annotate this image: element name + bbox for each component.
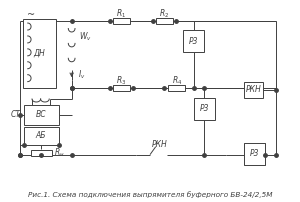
Bar (31, 150, 52, 156)
Bar (244, 82, 263, 98)
Text: $R_3$: $R_3$ (116, 75, 127, 87)
Bar (24, 105, 59, 125)
Bar (183, 31, 205, 52)
Text: ДН: ДН (33, 49, 45, 58)
Text: АБ: АБ (36, 131, 46, 140)
Text: СТ: СТ (11, 110, 20, 119)
Text: $R_н$: $R_н$ (55, 146, 65, 159)
Bar (113, 18, 130, 24)
Text: $R_1$: $R_1$ (116, 7, 126, 20)
Bar (23, 19, 56, 88)
Text: P3: P3 (200, 104, 209, 114)
Text: РКН: РКН (152, 140, 167, 149)
Text: Рис.1. Схема подключения выпрямителя буферного БВ-24/2,5М: Рис.1. Схема подключения выпрямителя буф… (28, 191, 272, 198)
Bar (156, 18, 173, 24)
Bar (194, 98, 215, 120)
Text: ВС: ВС (36, 110, 46, 119)
Bar (168, 85, 185, 91)
Text: РКН: РКН (245, 85, 261, 94)
Bar (24, 127, 59, 145)
Bar (113, 85, 130, 91)
Text: P3: P3 (189, 37, 199, 46)
Text: ~: ~ (28, 10, 36, 20)
Text: $R_2$: $R_2$ (159, 7, 170, 20)
Bar (244, 143, 265, 165)
Text: $I_v$: $I_v$ (78, 69, 86, 81)
Text: $R_4$: $R_4$ (172, 75, 182, 87)
Text: $W_v$: $W_v$ (79, 30, 92, 43)
Text: P3: P3 (249, 149, 259, 158)
